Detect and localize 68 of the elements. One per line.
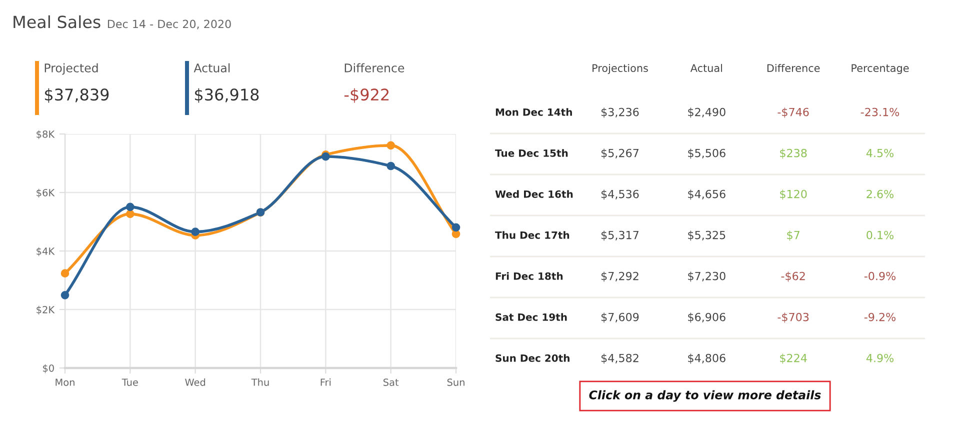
data-label: -23.1%: [860, 108, 900, 116]
data-label: $2,490: [688, 108, 726, 118]
data-label: $4,536: [601, 190, 639, 200]
text: Percentage: [852, 64, 909, 74]
x-tick-label: Thu: [251, 378, 269, 386]
y-tick-label: $0: [43, 364, 54, 374]
data-label: 4.9%: [866, 354, 894, 362]
x-tick-label: Mon: [56, 378, 74, 386]
x-tick-label: Fri: [320, 378, 331, 386]
category-label: Mon Dec 14th: [496, 108, 572, 116]
data-label: -$922: [344, 88, 389, 103]
data-label: 0.1%: [866, 230, 894, 240]
category-label: Wed Dec 16th: [495, 190, 573, 198]
point: [191, 228, 200, 236]
point: [126, 210, 134, 218]
category-label: Thu Dec 17th: [495, 231, 570, 239]
data-label: $120: [780, 190, 807, 200]
data-label: $224: [780, 354, 807, 364]
text: Difference: [767, 64, 820, 72]
data-label: 2.6%: [866, 190, 894, 198]
y-tick-label: $4K: [36, 247, 55, 256]
category-label: Sun Dec 20th: [496, 354, 570, 362]
x-tick-label: Wed: [185, 378, 206, 386]
text: Click on a day to view more details: [589, 390, 821, 402]
x-tick-label: Sun: [447, 378, 464, 386]
data-label: -0.9%: [864, 272, 896, 280]
text: Actual: [690, 64, 722, 72]
point: [60, 269, 70, 278]
data-label: $7: [787, 230, 800, 241]
legend-label: Actual: [194, 63, 230, 72]
data-label: $7,230: [688, 272, 726, 282]
data-label: $4,656: [688, 190, 726, 200]
category-label: Fri Dec 18th: [496, 272, 563, 280]
category-label: Tue Dec 15th: [495, 149, 568, 157]
data-label: -$62: [781, 272, 805, 282]
x-tick-label: Tue: [122, 378, 138, 386]
text: Meal Sales: [14, 15, 100, 28]
x-tick-label: Sat: [384, 378, 399, 386]
data-label: $5,317: [601, 230, 638, 241]
text: Difference: [344, 63, 404, 72]
y-tick-label: $6K: [36, 188, 55, 198]
y-tick-label: $8K: [36, 130, 55, 140]
category-label: Sat Dec 19th: [496, 313, 567, 321]
data-label: $3,236: [601, 108, 639, 118]
y-tick-label: $2K: [36, 306, 55, 315]
data-label: -$703: [778, 312, 809, 323]
data-label: $4,582: [601, 354, 638, 364]
text: Dec 14 - Dec 20, 2020: [108, 20, 231, 30]
data-label: $5,506: [688, 148, 726, 159]
point: [386, 141, 395, 150]
data-label: $7,609: [601, 312, 639, 323]
data-label: $5,267: [601, 148, 638, 159]
point: [386, 162, 395, 170]
data-label: $5,325: [688, 230, 726, 241]
data-label: $7,292: [601, 272, 638, 282]
data-label: $4,806: [688, 354, 726, 364]
data-label: -$746: [778, 108, 809, 118]
data-label: $6,906: [688, 312, 726, 323]
data-label: $36,918: [195, 88, 259, 103]
point: [126, 202, 134, 212]
point: [452, 223, 460, 232]
data-label: $37,839: [45, 88, 109, 103]
text: Projections: [592, 64, 648, 74]
data-label: $238: [780, 148, 807, 159]
data-label: 4.5%: [866, 148, 894, 158]
data-label: -9.2%: [864, 312, 896, 322]
legend-label: Projected: [44, 63, 98, 75]
point: [60, 291, 70, 300]
